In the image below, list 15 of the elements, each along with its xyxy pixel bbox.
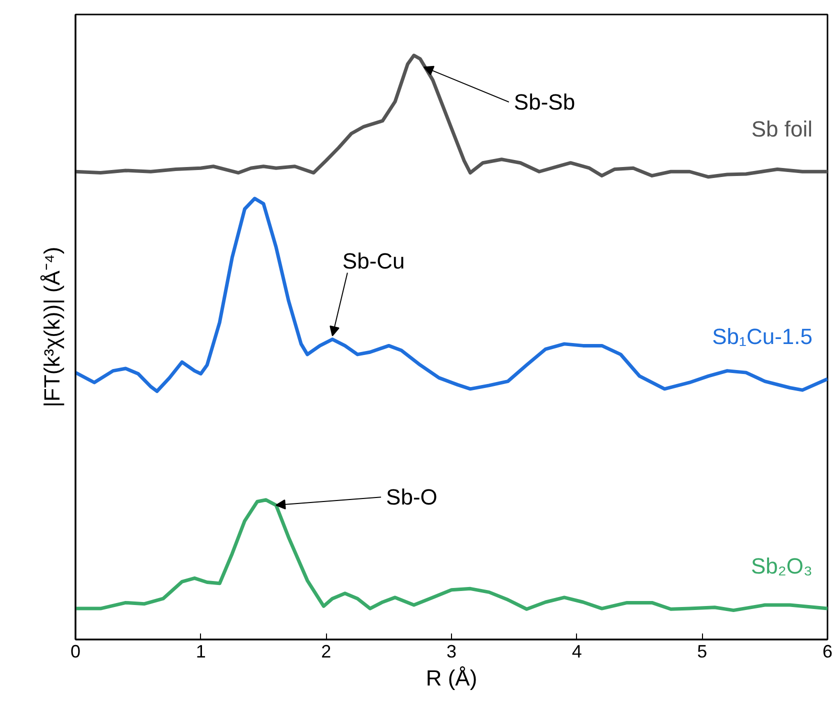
- annotation: Sb-O: [386, 484, 438, 510]
- x-tick-label: 5: [697, 642, 708, 662]
- y-axis-title: |FT(k³χ(k))| (Å⁻⁴): [40, 246, 64, 408]
- x-tick-label: 4: [572, 642, 582, 662]
- series-label: Sb foil: [751, 116, 813, 142]
- x-tick-label: 6: [822, 642, 833, 662]
- x-tick-label: 1: [196, 642, 206, 662]
- x-tick-label: 0: [70, 642, 81, 662]
- x-tick-label: 2: [321, 642, 332, 662]
- x-tick-label: 3: [446, 642, 457, 662]
- series-label: Sb₂O₃: [750, 554, 813, 579]
- series-label: Sb₁Cu-1.5: [712, 324, 813, 349]
- x-axis-title: R (Å): [426, 666, 478, 690]
- annotation: Sb-Cu: [342, 248, 405, 274]
- annotation: Sb-Sb: [514, 90, 576, 115]
